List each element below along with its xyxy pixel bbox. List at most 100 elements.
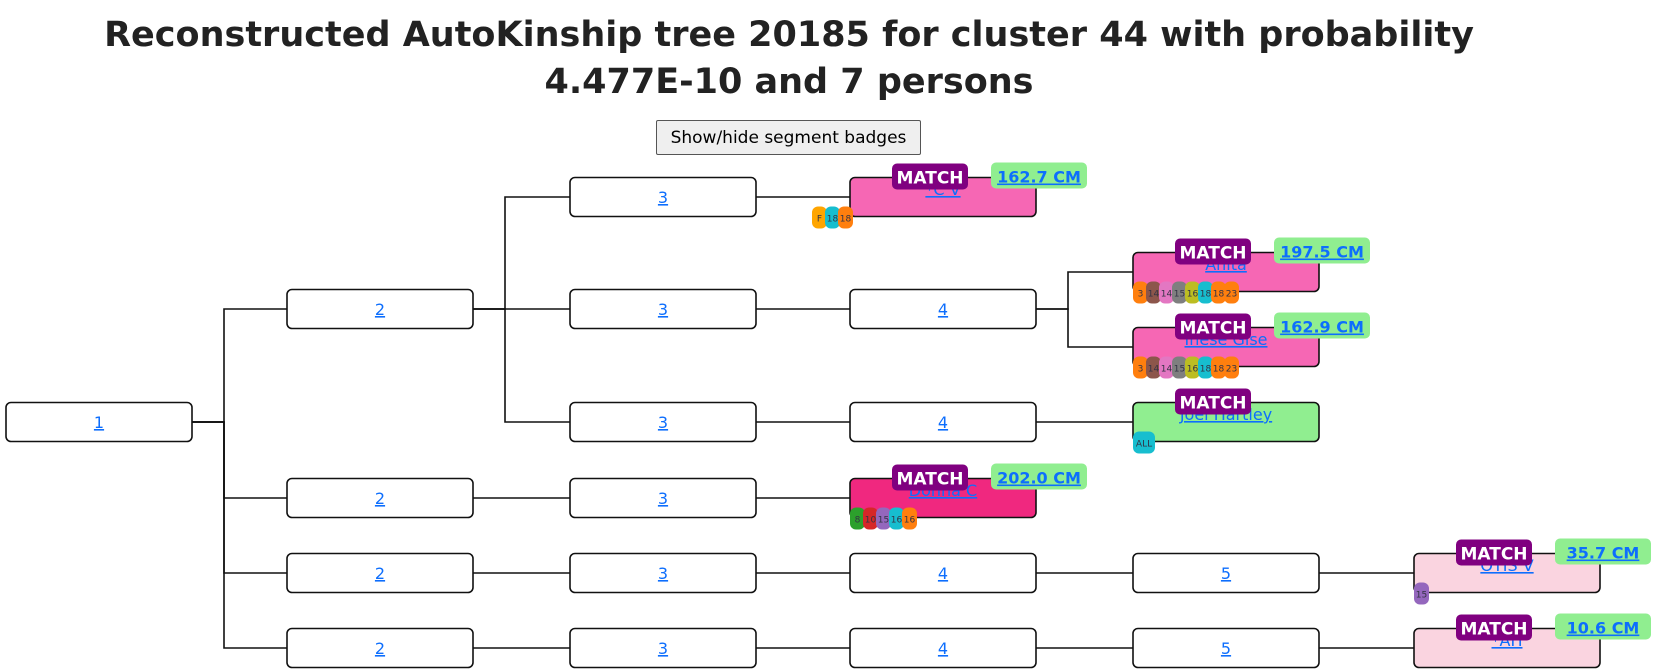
- node-link[interactable]: 5: [1221, 639, 1231, 658]
- segment-label: 16: [904, 516, 916, 526]
- segment-badge: [1198, 356, 1213, 379]
- segment-badge: [812, 206, 827, 229]
- cm-link[interactable]: 202.0 CM: [997, 469, 1081, 488]
- segment-label: 14: [1148, 290, 1160, 300]
- ancestor-node: [5, 401, 193, 443]
- node-link[interactable]: 3: [658, 188, 668, 207]
- connector: [1036, 308, 1133, 348]
- segment-label: 16: [891, 516, 903, 526]
- page-title: Reconstructed AutoKinship tree 20185 for…: [104, 15, 1474, 102]
- segment-label: 16: [1187, 365, 1199, 375]
- ancestor-node: [286, 627, 474, 669]
- match-badge: [1456, 539, 1532, 566]
- ancestor-node: [849, 552, 1037, 594]
- match-badge-text: MATCH: [1179, 244, 1246, 264]
- segment-label: F: [817, 215, 822, 225]
- segment-label: 15: [1416, 591, 1427, 601]
- cm-link[interactable]: 35.7 CM: [1567, 544, 1640, 563]
- segment-label: 23: [1226, 365, 1237, 375]
- segment-badge: [889, 507, 904, 530]
- segment-badge: [1172, 281, 1187, 304]
- ancestor-node: [1132, 627, 1320, 669]
- node-link[interactable]: 4: [938, 300, 948, 319]
- connector: [192, 421, 287, 499]
- node-link[interactable]: 3: [658, 413, 668, 432]
- segment-badge: [1224, 356, 1239, 379]
- segment-badge: [850, 507, 865, 530]
- match-badge: [892, 464, 968, 491]
- segment-badge: [1159, 356, 1174, 379]
- ancestor-node: [286, 477, 474, 519]
- segment-badge: [1146, 281, 1161, 304]
- ancestor-node: [569, 477, 757, 519]
- node-link[interactable]: 4: [938, 639, 948, 658]
- segment-label: 23: [1226, 290, 1237, 300]
- match-badge-text: MATCH: [1460, 545, 1527, 565]
- cm-badge: [1555, 613, 1651, 640]
- node-link[interactable]: 3: [658, 300, 668, 319]
- segment-label: 18: [1213, 365, 1225, 375]
- segment-badge: [1211, 356, 1226, 379]
- segment-badge: [902, 507, 917, 530]
- segment-label: 14: [1161, 290, 1173, 300]
- segment-label: 14: [1161, 365, 1173, 375]
- segment-badge: [1133, 431, 1155, 454]
- node-link[interactable]: 3: [658, 489, 668, 508]
- node-link[interactable]: 3: [658, 564, 668, 583]
- segment-badge: [1133, 281, 1148, 304]
- ancestor-node: [569, 288, 757, 330]
- connector: [473, 308, 570, 423]
- cm-link[interactable]: 162.9 CM: [1280, 318, 1364, 337]
- match-badge-text: MATCH: [1179, 394, 1246, 414]
- segment-label: 8: [855, 516, 861, 526]
- segment-badge: [1198, 281, 1213, 304]
- segment-badge: [825, 206, 840, 229]
- match-badge: [1175, 388, 1251, 415]
- node-link[interactable]: 2: [375, 564, 385, 583]
- ancestor-node: [1132, 552, 1320, 594]
- segment-badge: [1146, 356, 1161, 379]
- segment-label: 18: [1213, 290, 1225, 300]
- segment-badge: [1185, 356, 1200, 379]
- ancestor-node: [286, 552, 474, 594]
- node-link[interactable]: 2: [375, 300, 385, 319]
- segment-badge: [1224, 281, 1239, 304]
- segment-label: 15: [878, 516, 889, 526]
- ancestor-node: [286, 288, 474, 330]
- node-link[interactable]: 2: [375, 639, 385, 658]
- match-badge-text: MATCH: [896, 470, 963, 490]
- cm-link[interactable]: 10.6 CM: [1567, 619, 1640, 638]
- segment-label: 14: [1148, 365, 1160, 375]
- cm-link[interactable]: 197.5 CM: [1280, 243, 1364, 262]
- node-link[interactable]: 4: [938, 564, 948, 583]
- match-badge-text: MATCH: [896, 169, 963, 189]
- ancestor-node: [849, 627, 1037, 669]
- segment-badge: [863, 507, 878, 530]
- ancestor-node: [849, 401, 1037, 443]
- match-badge-text: MATCH: [1179, 319, 1246, 339]
- match-badge: [892, 163, 968, 190]
- cm-link[interactable]: 162.7 CM: [997, 168, 1081, 187]
- node-link[interactable]: 5: [1221, 564, 1231, 583]
- segment-badge: [1414, 582, 1429, 605]
- node-link[interactable]: 4: [938, 413, 948, 432]
- node-link[interactable]: 2: [375, 489, 385, 508]
- segment-badge: [1172, 356, 1187, 379]
- match-badge-text: MATCH: [1460, 620, 1527, 640]
- cm-badge: [1555, 538, 1651, 565]
- ancestor-node: [569, 627, 757, 669]
- match-badge: [1175, 313, 1251, 340]
- match-badge: [1175, 238, 1251, 265]
- segment-label: 10: [865, 516, 877, 526]
- connector: [192, 421, 287, 649]
- segment-badge: [1185, 281, 1200, 304]
- node-link[interactable]: 1: [94, 413, 104, 432]
- segment-label: 15: [1174, 365, 1185, 375]
- toggle-segments-button[interactable]: Show/hide segment badges: [656, 120, 921, 155]
- cm-badge: [991, 463, 1087, 490]
- node-link[interactable]: 3: [658, 639, 668, 658]
- connector: [473, 196, 570, 310]
- cm-badge: [1274, 312, 1370, 339]
